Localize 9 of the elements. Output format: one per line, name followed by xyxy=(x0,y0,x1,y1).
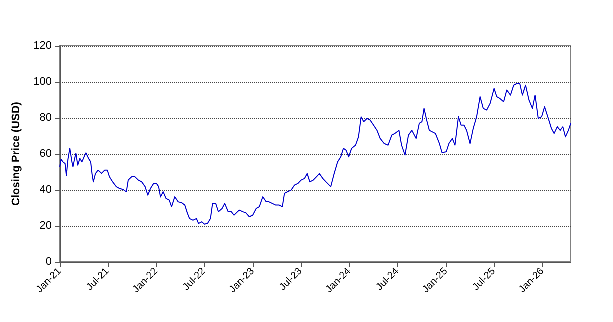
line-series xyxy=(60,83,572,225)
y-tick-label: 120 xyxy=(34,40,52,52)
y-tick-label: 20 xyxy=(40,220,52,232)
y-tick-label: 40 xyxy=(40,184,52,196)
y-tick-label: 60 xyxy=(40,148,52,160)
y-tick-label: 0 xyxy=(46,256,52,268)
y-tick-label: 80 xyxy=(40,112,52,124)
y-axis-title: Closing Price (USD) xyxy=(10,102,22,206)
y-tick-label: 100 xyxy=(34,76,52,88)
